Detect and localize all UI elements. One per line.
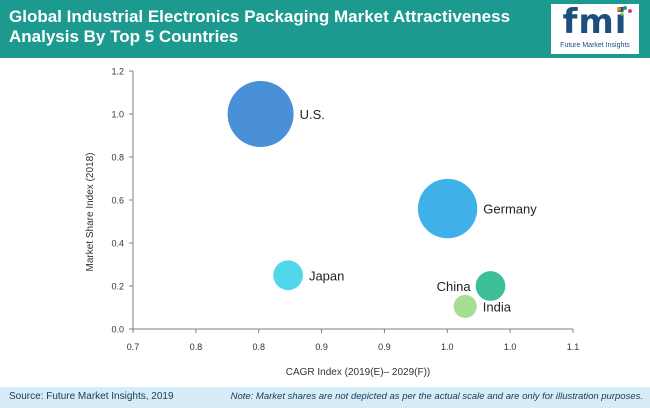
- footer-bar: Source: Future Market Insights, 2019 Not…: [0, 387, 650, 408]
- x-tick-label: 1.0: [504, 342, 517, 352]
- y-tick-label: 0.8: [111, 153, 124, 163]
- x-tick-label: 0.7: [127, 342, 140, 352]
- header-banner: Global Industrial Electronics Packaging …: [0, 0, 650, 58]
- y-tick-label: 0.2: [111, 282, 124, 292]
- bubble-india[interactable]: [453, 294, 477, 318]
- x-tick-label: 0.8: [190, 342, 203, 352]
- y-tick-label: 0.0: [111, 325, 124, 335]
- y-tick-label: 0.6: [111, 196, 124, 206]
- data-label-india: India: [483, 299, 512, 314]
- data-label-germany: Germany: [483, 202, 537, 217]
- bubble-japan[interactable]: [273, 260, 303, 291]
- x-tick-label: 0.8: [252, 342, 265, 352]
- x-axis-title: CAGR Index (2019(E)– 2029(F)): [286, 367, 431, 378]
- y-axis: 0.0 0.2 0.4 0.6 0.8 1.0 1.2: [111, 67, 134, 335]
- logo-text: fmi: [562, 2, 628, 42]
- x-tick-label: 1.1: [567, 342, 580, 352]
- bubble-china[interactable]: [475, 271, 506, 301]
- data-label-us: U.S.: [300, 107, 325, 122]
- note-text: Note: Market shares are not depicted as …: [230, 391, 643, 402]
- y-tick-label: 1.0: [111, 110, 124, 120]
- y-tick-label: 0.4: [111, 239, 124, 249]
- data-label-japan: Japan: [309, 268, 344, 283]
- chart-title: Global Industrial Electronics Packaging …: [9, 7, 511, 46]
- fmi-logo: fmi Future Market Insights: [551, 4, 639, 54]
- bubble-germany[interactable]: [417, 178, 478, 239]
- logo-dots-icon: [617, 6, 632, 16]
- bubble-chart: 0.0 0.2 0.4 0.6 0.8 1.0 1.2 0.7 0.8 0.8 0.9 0.9 1.0…: [85, 67, 580, 379]
- x-tick-label: 1.0: [441, 342, 454, 352]
- source-text: Source: Future Market Insights, 2019: [9, 391, 174, 402]
- bubbles: U.S. Germany Japan China India: [227, 81, 537, 318]
- logo-subtitle: Future Market Insights: [560, 42, 630, 49]
- x-axis: 0.7 0.8 0.8 0.9 0.9 1.0 1.0 1.1: [127, 328, 580, 352]
- bubble-us[interactable]: [227, 81, 294, 147]
- y-axis-title: Market Share Index (2018): [85, 153, 96, 272]
- x-tick-label: 0.9: [315, 342, 328, 352]
- x-tick-label: 0.9: [378, 342, 391, 352]
- data-label-china: China: [437, 279, 472, 294]
- y-tick-label: 1.2: [111, 67, 124, 77]
